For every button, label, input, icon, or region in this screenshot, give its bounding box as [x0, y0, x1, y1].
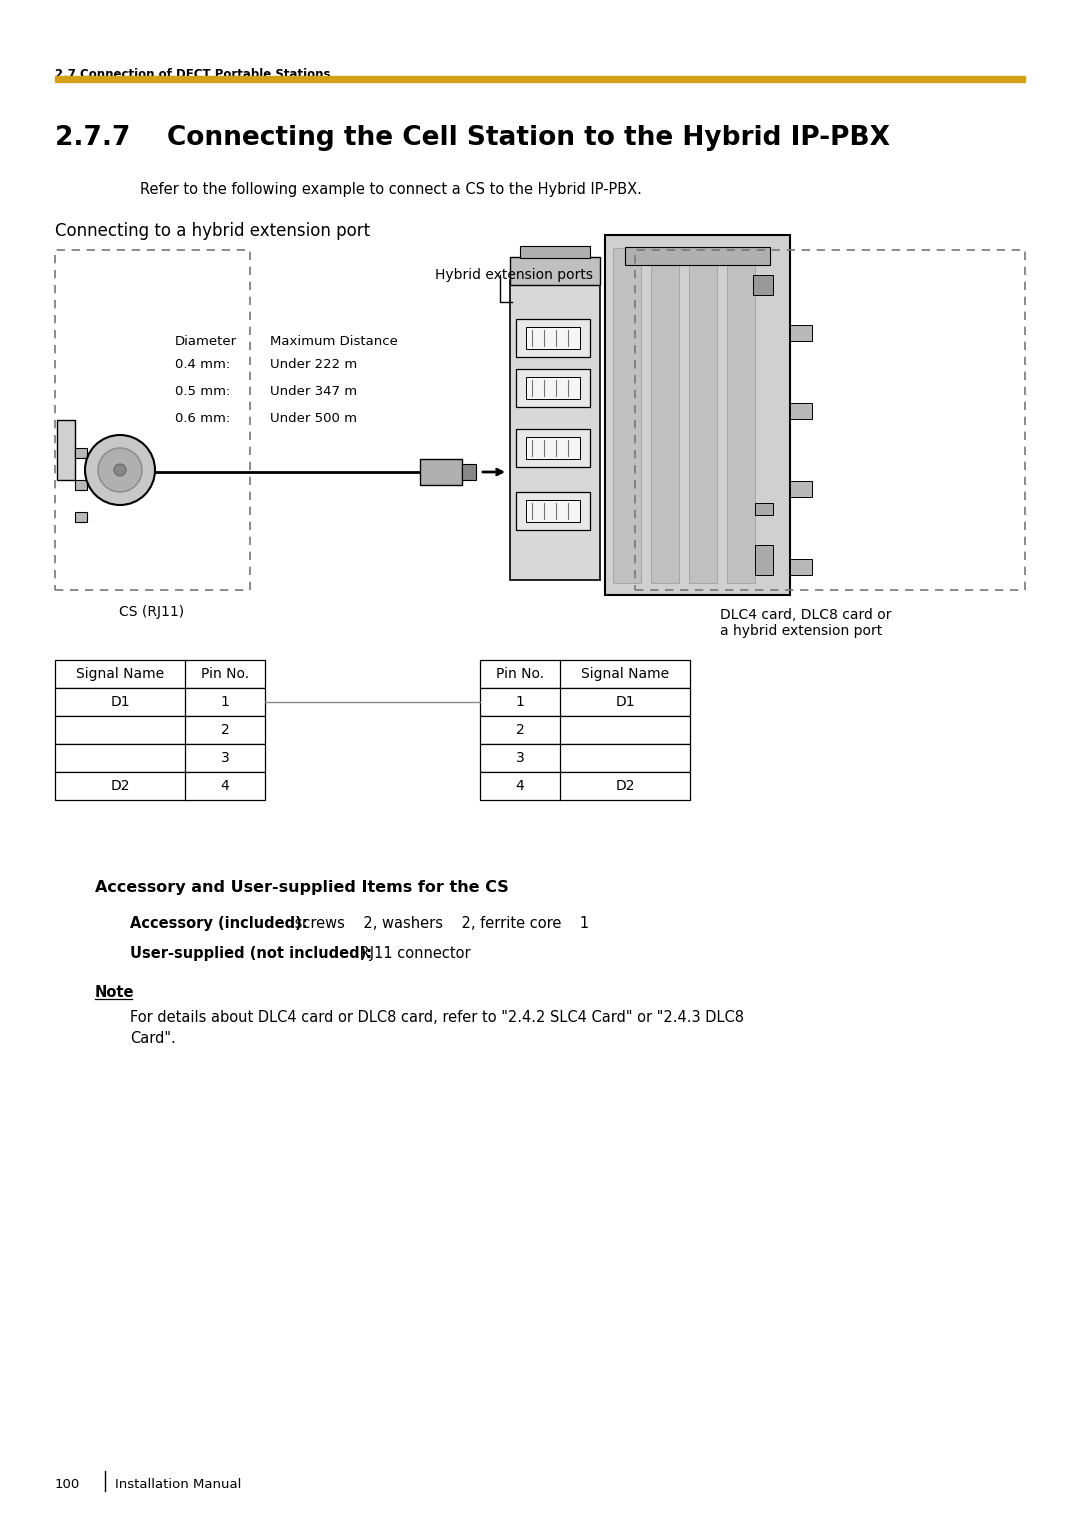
- Text: 2: 2: [515, 723, 525, 736]
- Circle shape: [85, 435, 156, 504]
- Text: Diameter: Diameter: [175, 335, 238, 348]
- Text: Pin No.: Pin No.: [496, 668, 544, 681]
- Bar: [755, 545, 773, 575]
- Text: D2: D2: [110, 779, 130, 793]
- Text: Pin No.: Pin No.: [201, 668, 249, 681]
- Bar: [462, 465, 476, 480]
- Bar: [75, 448, 87, 458]
- Text: Refer to the following example to connect a CS to the Hybrid IP-PBX.: Refer to the following example to connec…: [140, 182, 642, 197]
- Text: RJ11 connector: RJ11 connector: [355, 946, 471, 961]
- Text: 0.4 mm:: 0.4 mm:: [175, 358, 230, 371]
- Text: D1: D1: [616, 695, 635, 709]
- Bar: [480, 717, 690, 744]
- Text: 100: 100: [55, 1479, 80, 1491]
- Bar: [516, 429, 590, 468]
- Bar: [789, 403, 812, 419]
- Text: 3: 3: [220, 750, 229, 766]
- Text: Note: Note: [95, 986, 135, 999]
- Text: screws    2, washers    2, ferrite core    1: screws 2, washers 2, ferrite core 1: [291, 915, 589, 931]
- Bar: [55, 717, 265, 744]
- Text: Signal Name: Signal Name: [581, 668, 670, 681]
- Bar: [519, 246, 590, 258]
- Bar: [613, 248, 642, 584]
- Bar: [516, 492, 590, 530]
- Text: D1: D1: [110, 695, 130, 709]
- Bar: [510, 280, 600, 581]
- Bar: [55, 251, 249, 590]
- Bar: [75, 480, 87, 490]
- Bar: [480, 772, 690, 801]
- Bar: [605, 235, 789, 594]
- Bar: [753, 275, 773, 295]
- Text: CS (RJ11): CS (RJ11): [120, 605, 185, 619]
- Bar: [516, 319, 590, 358]
- Text: 2.7.7    Connecting the Cell Station to the Hybrid IP-PBX: 2.7.7 Connecting the Cell Station to the…: [55, 125, 890, 151]
- Text: For details about DLC4 card or DLC8 card, refer to "2.4.2 SLC4 Card" or "2.4.3 D: For details about DLC4 card or DLC8 card…: [130, 1010, 744, 1047]
- Bar: [55, 744, 265, 772]
- Text: User-supplied (not included):: User-supplied (not included):: [130, 946, 373, 961]
- Bar: [516, 368, 590, 406]
- Text: 2: 2: [220, 723, 229, 736]
- Text: Signal Name: Signal Name: [76, 668, 164, 681]
- Bar: [510, 257, 600, 286]
- Text: 4: 4: [515, 779, 525, 793]
- Bar: [480, 744, 690, 772]
- Text: 0.6 mm:: 0.6 mm:: [175, 413, 230, 425]
- Bar: [55, 76, 1025, 83]
- Text: 3: 3: [515, 750, 525, 766]
- Bar: [480, 688, 690, 717]
- Bar: [789, 481, 812, 497]
- Text: 2.7 Connection of DECT Portable Stations: 2.7 Connection of DECT Portable Stations: [55, 69, 330, 81]
- Bar: [651, 248, 679, 584]
- Bar: [55, 660, 265, 688]
- Bar: [635, 251, 1025, 590]
- Text: Under 500 m: Under 500 m: [270, 413, 357, 425]
- Bar: [526, 437, 580, 458]
- Text: Hybrid extension ports: Hybrid extension ports: [435, 267, 593, 283]
- Text: D2: D2: [616, 779, 635, 793]
- Text: Under 222 m: Under 222 m: [270, 358, 357, 371]
- Bar: [727, 248, 755, 584]
- Bar: [55, 688, 265, 717]
- Bar: [789, 325, 812, 341]
- Circle shape: [114, 465, 126, 477]
- Text: 1: 1: [220, 695, 229, 709]
- Text: DLC4 card, DLC8 card or
a hybrid extension port: DLC4 card, DLC8 card or a hybrid extensi…: [720, 608, 891, 639]
- Bar: [689, 248, 717, 584]
- Text: Accessory (included):: Accessory (included):: [130, 915, 308, 931]
- Text: Installation Manual: Installation Manual: [114, 1479, 241, 1491]
- Text: Maximum Distance: Maximum Distance: [270, 335, 397, 348]
- Bar: [526, 377, 580, 399]
- Bar: [526, 500, 580, 523]
- Text: 4: 4: [220, 779, 229, 793]
- Text: Under 347 m: Under 347 m: [270, 385, 357, 397]
- Bar: [526, 327, 580, 348]
- Text: 1: 1: [515, 695, 525, 709]
- Bar: [625, 248, 770, 264]
- Bar: [480, 660, 690, 688]
- Bar: [57, 420, 75, 480]
- Text: 0.5 mm:: 0.5 mm:: [175, 385, 230, 397]
- Bar: [75, 512, 87, 523]
- Circle shape: [98, 448, 141, 492]
- Bar: [755, 503, 773, 515]
- Bar: [420, 458, 462, 484]
- Text: Connecting to a hybrid extension port: Connecting to a hybrid extension port: [55, 222, 370, 240]
- Bar: [789, 559, 812, 575]
- Text: Accessory and User-supplied Items for the CS: Accessory and User-supplied Items for th…: [95, 880, 509, 895]
- Bar: [55, 772, 265, 801]
